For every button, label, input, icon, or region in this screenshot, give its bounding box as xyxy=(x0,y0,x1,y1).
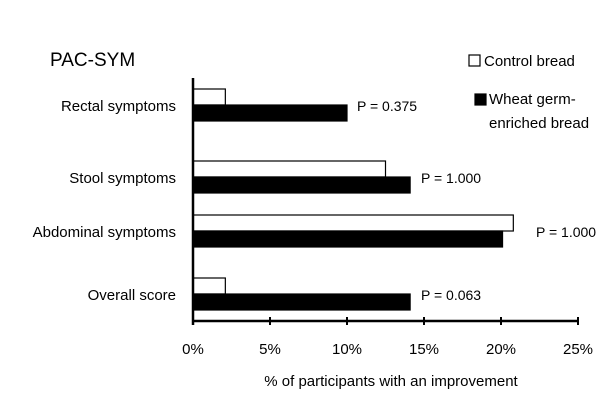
legend-label-control: Control bread xyxy=(484,53,575,70)
bar-wheat-germ xyxy=(192,176,411,194)
legend-label-wheat-germ-line1: Wheat germ- xyxy=(489,91,576,108)
x-tick-label: 5% xyxy=(259,341,281,358)
bar-control xyxy=(192,88,226,106)
bar-wheat-germ xyxy=(192,230,504,248)
x-axis-title: % of participants with an improvement xyxy=(264,373,518,390)
bar-control xyxy=(192,214,514,232)
legend-label-wheat-germ-line2: enriched bread xyxy=(489,115,589,132)
y-tick-label: Abdominal symptoms xyxy=(33,224,176,241)
bar-wheat-germ xyxy=(192,293,411,311)
legend-swatch-control xyxy=(468,54,481,67)
x-tick-label: 15% xyxy=(409,341,439,358)
y-tick-label: Stool symptoms xyxy=(69,170,176,187)
bar-control xyxy=(192,277,226,295)
chart-title: PAC-SYM xyxy=(50,50,135,71)
bar-wheat-germ xyxy=(192,104,348,122)
plot-area: Rectal symptoms Stool symptoms Abdominal s… xyxy=(33,78,596,358)
legend-swatch-wheat-germ xyxy=(474,93,487,106)
x-tick-label: 20% xyxy=(486,341,516,358)
x-tick-label: 0% xyxy=(182,341,204,358)
legend: Control bread Wheat germ-enriched bread xyxy=(468,53,589,132)
p-value-label: P = 0.063 xyxy=(421,287,481,303)
bar-control xyxy=(192,160,387,178)
y-tick-label: Overall score xyxy=(88,287,176,304)
p-value-label: P = 1.000 xyxy=(421,170,481,186)
x-tick-label: 10% xyxy=(332,341,362,358)
x-tick-label: 25% xyxy=(563,341,593,358)
y-tick-label: Rectal symptoms xyxy=(61,98,176,115)
p-value-label: P = 1.000 xyxy=(536,224,596,240)
p-value-label: P = 0.375 xyxy=(357,98,417,114)
